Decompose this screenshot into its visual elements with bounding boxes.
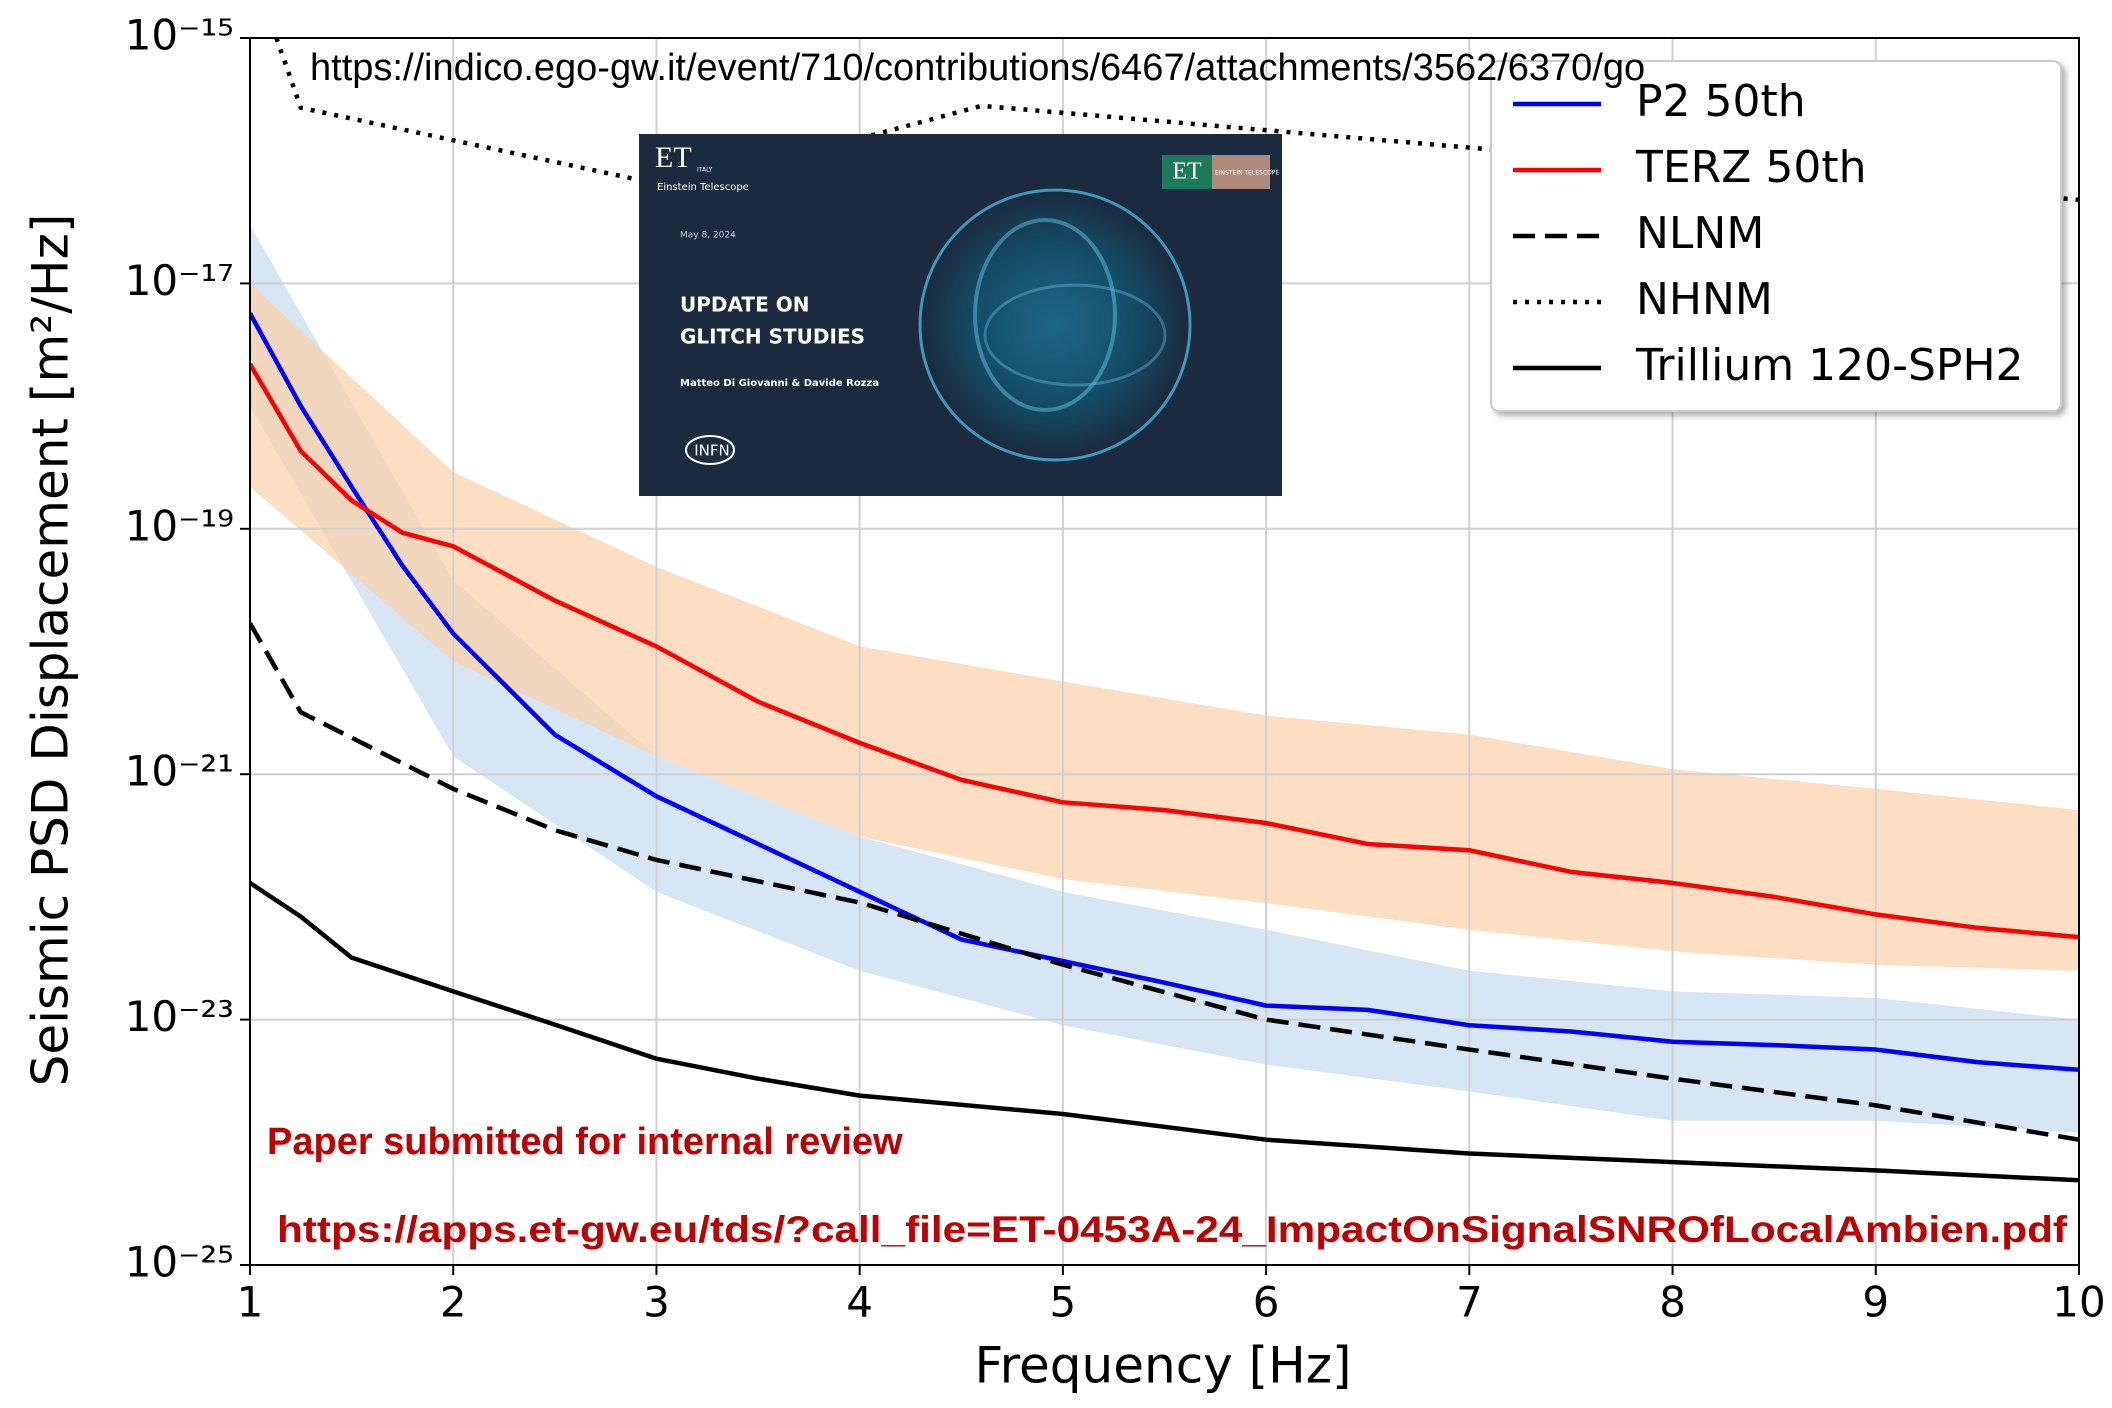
x-tick-label: 2 <box>440 1278 467 1327</box>
y-axis-label: Seismic PSD Displacement [m²/Hz] <box>22 214 80 1087</box>
x-tick-label: 10 <box>2052 1278 2105 1327</box>
x-tick-label: 8 <box>1659 1278 1686 1327</box>
legend-label: TERZ 50th <box>1635 142 1867 193</box>
source-url: https://indico.ego-gw.it/event/710/contr… <box>310 47 1645 89</box>
legend-label: NHNM <box>1636 274 1773 325</box>
y-tick-label: 10⁻¹⁷ <box>125 256 234 305</box>
slide-logo-tag: ITALY <box>697 167 713 174</box>
chart: 10⁻²⁵ 10⁻²³ 10⁻²¹ 10⁻¹⁹ 10⁻¹⁷ 10⁻¹⁵ 1 2 3 4 5 6 7 8 9 1… <box>0 0 2112 1404</box>
legend-label: P2 50th <box>1636 76 1806 127</box>
y-tick-label: 10⁻²⁵ <box>125 1238 234 1287</box>
page: 10⁻²⁵ 10⁻²³ 10⁻²¹ 10⁻¹⁹ 10⁻¹⁷ 10⁻¹⁵ 1 2 3 4 5 6 7 8 9 1… <box>0 0 2112 1404</box>
y-tick-label: 10⁻²¹ <box>125 747 234 796</box>
slide-title: GLITCH STUDIES <box>680 325 865 349</box>
y-tick-label: 10⁻²³ <box>125 992 234 1041</box>
x-tick-label: 4 <box>846 1278 873 1327</box>
x-axis-label: Frequency [Hz] <box>974 1337 1351 1395</box>
slide-logo-sub: Einstein Telescope <box>657 182 749 193</box>
partner-logo-sub: EINSTEIN TELESCOPE <box>1215 170 1279 177</box>
slide-title: UPDATE ON <box>680 293 809 317</box>
paper-url: https://apps.et-gw.eu/tds/?call_file=ET-… <box>277 1209 2068 1250</box>
slide-orb <box>920 190 1190 460</box>
slide-date: May 8, 2024 <box>680 231 736 241</box>
slide-logo: ET <box>655 141 692 174</box>
x-tick-label: 3 <box>643 1278 670 1327</box>
review-note: Paper submitted for internal review <box>267 1121 903 1163</box>
x-tick-label: 1 <box>237 1278 264 1327</box>
x-tick-label: 9 <box>1862 1278 1889 1327</box>
x-tick-label: 5 <box>1050 1278 1077 1327</box>
legend-label: NLNM <box>1636 208 1764 259</box>
slide-authors: Matteo Di Giovanni & Davide Rozza <box>680 378 879 389</box>
x-tick-label: 6 <box>1253 1278 1280 1327</box>
partner-logo: ET <box>1172 159 1202 185</box>
y-tick-label: 10⁻¹⁵ <box>125 11 234 60</box>
x-tick-label: 7 <box>1456 1278 1483 1327</box>
y-tick-label: 10⁻¹⁹ <box>125 501 234 550</box>
slide-thumbnail: ET ITALY Einstein Telescope ET EINSTEIN … <box>639 134 1282 496</box>
slide-org: INFN <box>694 442 730 460</box>
legend-label: Trillium 120-SPH2 <box>1635 340 2024 391</box>
